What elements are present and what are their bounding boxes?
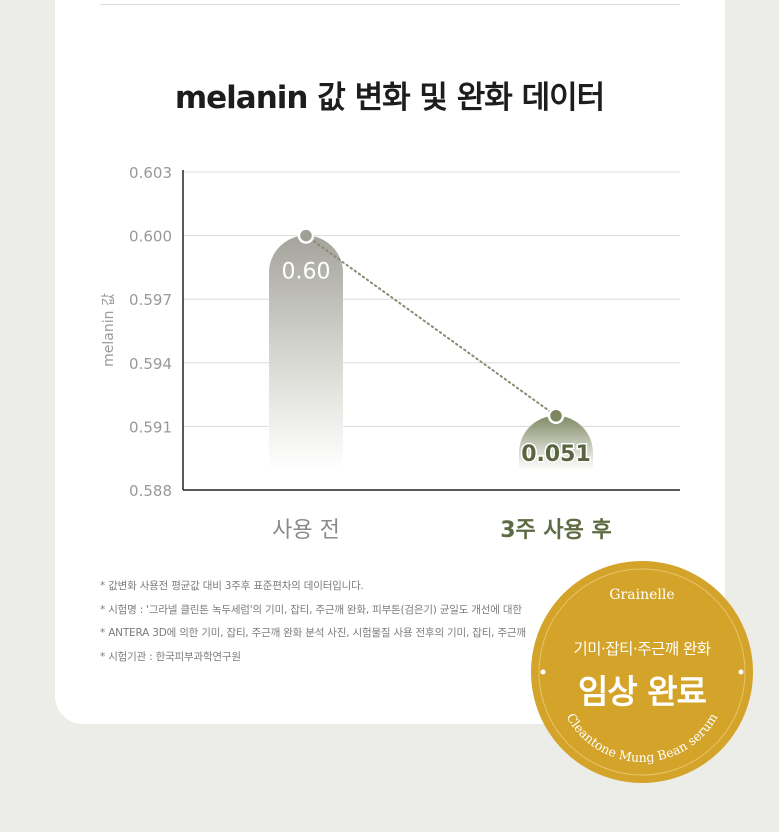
data-label: 0.051 <box>521 442 591 467</box>
y-tick-label: 0.588 <box>129 482 172 500</box>
seal-decoration: Cleantone Mung Bean serum <box>538 568 746 776</box>
seal-dot-right <box>738 669 744 675</box>
footnote-4: * 시험기관 : 한국피부과학연구원 <box>100 650 241 663</box>
clinical-seal-badge: Cleantone Mung Bean serum Grainelle 기미·잡… <box>531 561 753 783</box>
divider <box>100 4 680 5</box>
seal-arc-text: Cleantone Mung Bean serum <box>564 710 721 765</box>
melanin-chart: 0.603 0.600 0.597 0.594 0.591 0.588 0.60 0.051… <box>101 164 680 500</box>
y-tick-label: 0.591 <box>129 418 172 436</box>
y-axis-label: melanin 값 <box>101 293 117 367</box>
footnote-3: * ANTERA 3D에 의한 기미, 잡티, 주근깨 완화 분석 사진, 시험… <box>100 627 526 639</box>
y-tick-label: 0.600 <box>129 228 172 246</box>
chart-title: melanin 값 변화 및 완화 데이터 <box>174 80 605 116</box>
footnote-2: * 시험명 : '그라넬 클린톤 녹두세럼'의 기미, 잡티, 주근깨 완화, … <box>100 603 522 616</box>
y-tick-label: 0.597 <box>129 291 172 309</box>
footnote-1: * 값변화 사용전 평균값 대비 3주후 표준편차의 데이터입니다. <box>100 580 364 592</box>
x-label-after: 3주 사용 후 <box>500 518 612 543</box>
trend-connector <box>305 234 557 417</box>
footnotes: * 값변화 사용전 평균값 대비 3주후 표준편차의 데이터입니다. * 시험명… <box>100 575 526 669</box>
bar-after <box>519 415 593 470</box>
data-point <box>297 227 315 244</box>
seal-dot-left <box>540 669 546 675</box>
y-tick-label: 0.603 <box>129 164 172 182</box>
seal-claim: 기미·잡티·주근깨 완화 <box>573 640 711 658</box>
data-point <box>547 407 565 425</box>
data-label: 0.60 <box>282 260 331 285</box>
bar-before <box>269 235 343 470</box>
y-tick-label: 0.594 <box>129 355 172 373</box>
seal-status: 임상 완료 <box>578 672 707 711</box>
x-label-before: 사용 전 <box>272 518 340 543</box>
seal-brand: Grainelle <box>609 587 675 603</box>
